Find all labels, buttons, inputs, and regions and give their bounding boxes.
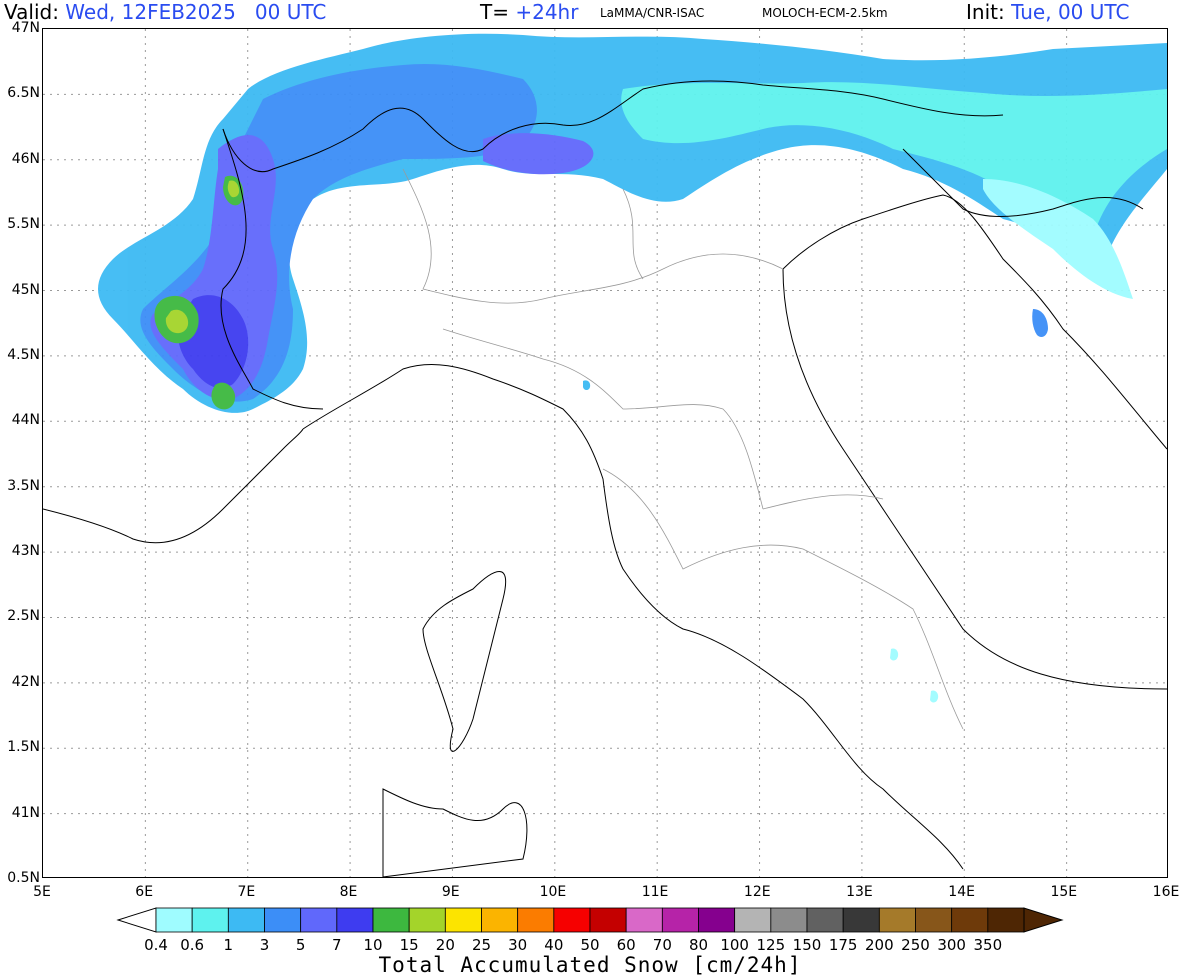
colorbar-swatch	[589, 907, 627, 933]
colorbar-swatch	[336, 907, 374, 933]
lon-label: 13E	[846, 884, 873, 900]
colorbar-swatch	[481, 907, 519, 933]
colorbar-tick-label: 150	[792, 936, 822, 954]
lat-label: 0.5N	[7, 870, 40, 886]
national-borders	[220, 80, 1144, 410]
init-label: Init:	[966, 0, 1005, 24]
valid-value: Wed, 12FEB2025 00 UTC	[65, 0, 327, 24]
colorbar-tick-label: 80	[688, 936, 709, 954]
colorbar-swatch	[300, 907, 338, 933]
colorbar-tick-label: 100	[720, 936, 749, 954]
colorbar-tick-label: 350	[973, 936, 1003, 954]
lon-label: 7E	[237, 884, 256, 900]
colorbar-tick-label: 300	[937, 936, 966, 954]
colorbar-swatch	[408, 907, 446, 933]
lon-label: 5E	[33, 884, 51, 900]
lon-label: 6E	[135, 884, 154, 900]
colorbar-swatch	[806, 907, 844, 933]
colorbar-swatch	[227, 907, 265, 933]
colorbar-swatch	[734, 907, 772, 933]
lat-label: 4.5N	[7, 346, 40, 363]
colorbar-swatch	[553, 907, 591, 933]
valid-label: Valid:	[4, 0, 59, 24]
lat-label: 6.5N	[7, 85, 40, 102]
colorbar-swatch	[625, 907, 663, 933]
lon-label: 16E	[1152, 884, 1180, 900]
colorbar-tick-label: 10	[363, 936, 383, 954]
lon-label: 14E	[948, 884, 975, 900]
snow-map	[43, 29, 1167, 877]
lon-label: 12E	[743, 884, 771, 900]
lat-label: 46N	[11, 150, 40, 167]
model-label: MOLOCH-ECM-2.5km	[762, 6, 888, 20]
lat-label: 41N	[11, 804, 40, 821]
colorbar-tick-label: 3	[259, 936, 270, 954]
colorbar-tick-label: 0.6	[180, 936, 205, 954]
lat-label: 42N	[11, 673, 40, 690]
colorbar-swatch	[264, 907, 302, 933]
lat-label: 5.5N	[7, 216, 40, 233]
colorbar-swatch	[915, 907, 953, 933]
init-time: Init: Tue, 00 UTC	[966, 0, 1129, 24]
colorbar-title: Total Accumulated Snow [cm/24h]	[378, 953, 802, 977]
colorbar-swatch	[155, 907, 193, 933]
snow-field-alps	[98, 33, 1167, 703]
colorbar-over-arrow	[1023, 907, 1064, 933]
lat-label: 47N	[11, 20, 40, 36]
colorbar-tick-label: 25	[471, 936, 492, 954]
regional-borders	[402, 168, 964, 730]
colorbar-tick-label: 175	[828, 936, 858, 954]
colorbar	[116, 907, 1064, 933]
lon-label: 11E	[641, 884, 669, 900]
lon-label: 10E	[539, 884, 567, 900]
colorbar-swatch	[661, 907, 699, 933]
coastlines	[43, 194, 1167, 877]
lat-label: 45N	[11, 281, 40, 298]
map-panel	[42, 28, 1168, 878]
lon-label: 15E	[1050, 884, 1078, 900]
colorbar-tick-label: 1	[223, 936, 234, 954]
colorbar-tick-label: 15	[399, 936, 419, 954]
t-value: +24hr	[515, 0, 579, 24]
lon-label: 8E	[339, 884, 358, 900]
colorbar-swatch	[770, 907, 808, 933]
colorbar-tick-label: 20	[435, 936, 455, 954]
colorbar-swatch	[698, 907, 736, 933]
colorbar-swatch	[987, 907, 1025, 933]
colorbar-swatch	[951, 907, 989, 933]
colorbar-tick-label: 40	[544, 936, 564, 954]
colorbar-swatch	[517, 907, 555, 933]
colorbar-swatch	[191, 907, 229, 933]
forecast-step: T= +24hr	[480, 0, 578, 24]
colorbar-swatch	[444, 907, 482, 933]
source-label: LaMMA/CNR-ISAC	[600, 6, 705, 20]
colorbar-swatch	[878, 907, 916, 933]
colorbar-tick-label: 200	[865, 936, 894, 954]
lat-label: 43N	[11, 543, 40, 560]
lat-label: 1.5N	[7, 739, 40, 756]
colorbar-tick-label: 70	[652, 936, 672, 954]
colorbar-tick-label: 50	[580, 936, 600, 954]
colorbar-under-arrow	[116, 907, 157, 933]
colorbar-tick-label: 30	[508, 936, 528, 954]
init-value: Tue, 00 UTC	[1011, 0, 1130, 24]
colorbar-tick-label: 60	[616, 936, 636, 954]
lat-label: 3.5N	[7, 477, 40, 494]
colorbar-swatch	[372, 907, 410, 933]
colorbar-tick-label: 0.4	[144, 936, 168, 954]
colorbar-swatch	[842, 907, 880, 933]
valid-time: Valid: Wed, 12FEB2025 00 UTC	[4, 0, 326, 24]
colorbar-tick-label: 5	[295, 936, 306, 954]
lat-label: 44N	[11, 412, 40, 429]
lon-label: 9E	[441, 884, 460, 900]
colorbar-tick-label: 7	[332, 936, 342, 954]
colorbar-tick-label: 125	[756, 936, 786, 954]
colorbar-tick-label: 250	[901, 936, 930, 954]
t-label: T=	[480, 0, 509, 24]
lat-label: 2.5N	[7, 608, 40, 625]
